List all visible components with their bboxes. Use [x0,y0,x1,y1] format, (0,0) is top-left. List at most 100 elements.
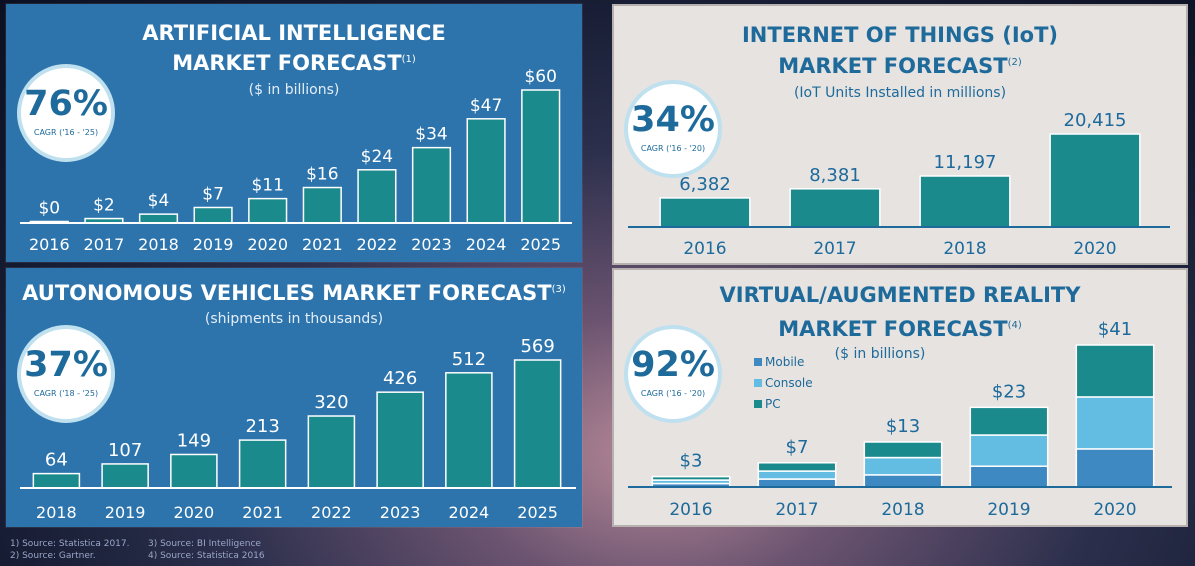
bar-2022 [307,415,356,489]
category-label-2019: 2019 [987,500,1030,520]
category-label-2020: 2020 [1093,500,1136,520]
value-label-2018: 64 [45,450,68,471]
legend-item-mobile: Mobile [754,352,813,373]
ai-forecast-panel: ARTIFICIAL INTELLIGENCE MARKET FORECAST(… [6,4,582,262]
bar-2018-console [863,456,943,476]
category-label-2019: 2019 [193,235,234,254]
legend-label-mobile: Mobile [765,355,805,369]
console-swatch [754,379,762,387]
total-label-2016: $3 [680,451,703,472]
category-label-2017: 2017 [84,235,125,254]
vr-subtitle: ($ in billions) [834,346,926,362]
value-label-2025: $60 [524,67,556,87]
bar-2017 [789,188,881,228]
category-label-2016: 2016 [683,239,726,259]
vr-title-line2: MARKET FORECAST(4) [614,313,1186,342]
iot-cagr-label: CAGR ('16 - '20) [640,144,706,153]
category-label-2017: 2017 [775,500,818,520]
bar-2019 [101,463,149,489]
iot-subtitle: (IoT Units Installed in millions) [793,85,1007,101]
value-label-2019: $7 [202,184,224,204]
legend-item-pc: PC [754,394,813,415]
category-label-2018: 2018 [138,235,179,254]
footnote-4: 4) Source: Statistica 2016 [148,551,265,561]
total-label-2020: $41 [1098,319,1132,340]
category-label-2018: 2018 [943,239,986,259]
iot-title-footnote: (2) [1007,57,1022,68]
legend-item-console: Console [754,373,813,394]
value-label-2022: $24 [361,147,393,167]
category-label-2025: 2025 [517,503,558,522]
bar-2018-pc [863,441,943,459]
bar-2019-console [969,434,1049,467]
bar-2018 [919,175,1011,228]
category-label-2019: 2019 [105,503,146,522]
vr-legend: Mobile Console PC [754,352,813,415]
bar-2020 [170,453,218,489]
value-label-2021: 213 [245,416,279,437]
category-label-2016: 2016 [29,235,70,254]
category-label-2023: 2023 [380,503,421,522]
footnotes-col-1: 1) Source: Statistica 2017. 2) Source: G… [10,538,130,562]
vr-stacked-bar-chart: $3 2016 $7 2017 $13 2018 $23 2019 $41 2020 [628,319,1172,520]
iot-title-text: MARKET FORECAST [778,54,1008,78]
bar-2019-mobile [969,465,1049,488]
iot-bar-chart: 6,382 2016 8,381 2017 11,197 2018 20,415 2020 [628,110,1170,259]
mobile-swatch [754,358,762,366]
bar-2020-pc [1075,344,1155,398]
bar-2024 [466,118,506,224]
av-subtitle: (shipments in thousands) [204,311,384,327]
value-label-2023: $34 [415,125,447,145]
category-label-2020: 2020 [1073,239,1116,259]
av-title-footnote: (3) [551,284,566,295]
ai-title-text: MARKET FORECAST [172,51,402,75]
ai-cagr-label: CAGR ('16 - '25) [33,128,99,137]
iot-cagr-badge: 34% CAGR ('16 - '20) [624,80,722,178]
value-label-2020: $11 [251,176,283,196]
category-label-2018: 2018 [881,500,924,520]
value-label-2021: $16 [306,165,338,185]
bar-2025 [513,359,562,489]
footnote-2: 2) Source: Gartner. [10,551,96,561]
footnotes-col-2: 3) Source: BI Intelligence 4) Source: St… [148,538,265,562]
iot-title-line1: INTERNET OF THINGS (IoT) [741,23,1058,47]
bar-2024 [445,372,493,489]
av-forecast-panel: AUTONOMOUS VEHICLES MARKET FORECAST(3) (… [6,268,582,527]
bar-2021 [302,186,342,224]
av-bar-chart: 64 2018 107 2019 149 2020 213 2021 320 2022 426 202… [20,336,576,522]
category-label-2020: 2020 [247,235,288,254]
category-label-2020: 2020 [174,503,215,522]
bar-2021 [238,439,287,489]
value-label-2017: 8,381 [809,165,861,186]
av-cagr-badge: 37% CAGR ('18 - '25) [17,325,115,423]
total-label-2017: $7 [786,437,809,458]
bar-2018 [32,472,81,489]
bar-2023 [376,391,424,489]
ai-cagr-value: 76% [24,84,108,124]
bar-2022 [357,169,397,224]
vr-title-text: MARKET FORECAST [778,317,1008,341]
category-label-2024: 2024 [449,503,490,522]
bar-2020-console [1075,396,1155,450]
bar-2020 [248,197,288,224]
av-cagr-value: 37% [24,345,108,385]
value-label-2020: 20,415 [1064,110,1127,131]
ai-title-footnote: (1) [401,54,416,65]
iot-title-line2: MARKET FORECAST(2) [614,50,1186,79]
bar-2023 [411,146,452,224]
category-label-2021: 2021 [242,503,283,522]
category-label-2023: 2023 [411,235,452,254]
category-label-2017: 2017 [813,239,856,259]
footnote-1: 1) Source: Statistica 2017. [10,539,130,549]
category-label-2022: 2022 [311,503,352,522]
ai-title-line1: ARTIFICIAL INTELLIGENCE [142,21,446,45]
value-label-2017: $2 [93,196,115,216]
bar-2016 [659,197,751,228]
category-label-2024: 2024 [466,235,507,254]
total-label-2019: $23 [992,381,1026,402]
vr-cagr-label: CAGR ('16 - '20) [640,389,706,398]
total-label-2018: $13 [886,416,920,437]
value-label-2024: $47 [470,96,502,116]
legend-label-pc: PC [765,397,781,411]
av-title-text: AUTONOMOUS VEHICLES MARKET FORECAST [22,281,552,305]
